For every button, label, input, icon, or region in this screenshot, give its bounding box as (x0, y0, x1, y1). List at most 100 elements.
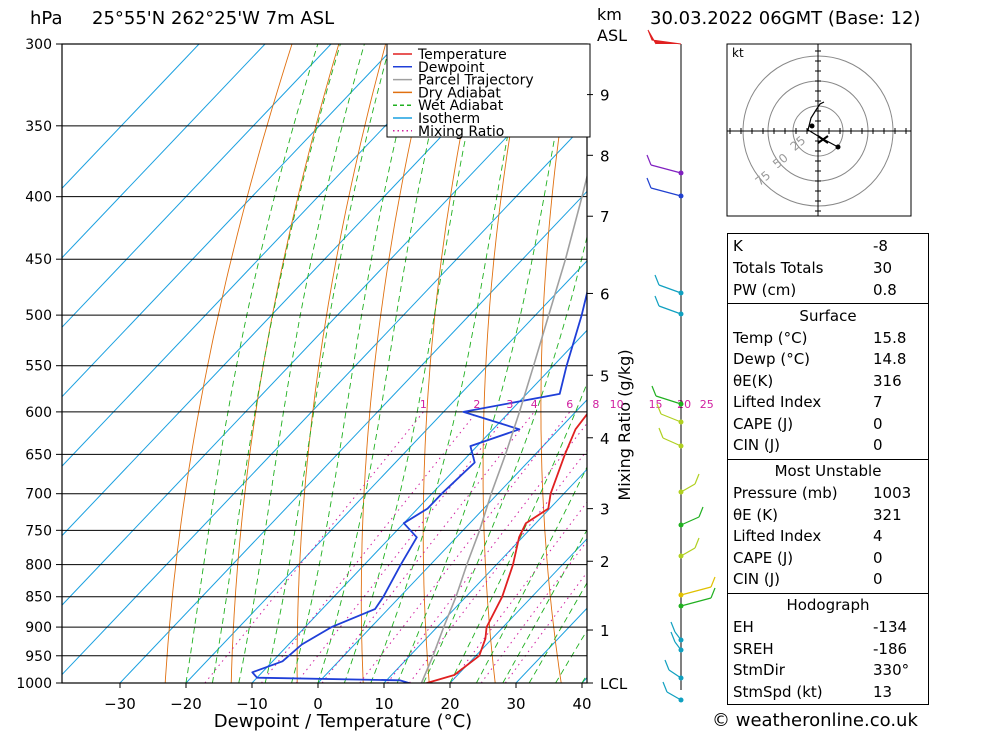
temperature-tick-label: 40 (572, 695, 591, 713)
wind-barb-flag (694, 537, 700, 549)
hodograph-frame (726, 43, 912, 217)
pressure-tick-label: 500 (25, 308, 52, 324)
surface-dewp-label: Dewp (°C) (733, 350, 811, 368)
height-tick-label: 5 (600, 367, 610, 385)
height-axis-unit-asl: ASL (597, 26, 628, 45)
wet-adiabat-line (370, 44, 526, 683)
wind-barb-flag (654, 274, 660, 286)
mu-cin-row: CIN (J) 0 (728, 569, 928, 590)
pressure-tick-label: 400 (25, 190, 52, 206)
pw-value: 0.8 (873, 281, 897, 299)
wind-level-dot (678, 603, 684, 609)
pressure-tick-label: 900 (25, 620, 52, 636)
mu-cape-label: CAPE (J) (733, 549, 794, 567)
sreh-value: -186 (873, 640, 908, 658)
wind-barb-flag (646, 154, 652, 166)
wind-level-dot (678, 697, 684, 703)
mu-cape-value: 0 (873, 549, 883, 567)
mu-theta-label: θE (K) (733, 506, 778, 524)
dry-adiabat-line (651, 44, 693, 683)
wind-level-dot (678, 637, 684, 643)
isotherm-line (317, 399, 587, 683)
wind-level-dot (678, 443, 684, 449)
temperature-tick-label: 20 (440, 695, 459, 713)
mixing-ratio-line (261, 411, 478, 683)
height-tick-label: 9 (600, 87, 610, 105)
mu-pressure-row: Pressure (mb) 1003 (728, 483, 928, 504)
wind-barb (680, 597, 712, 607)
storm-speed-value: 13 (873, 683, 893, 701)
surface-cape-value: 0 (873, 415, 883, 433)
height-tick-label: 4 (600, 430, 610, 448)
surface-temp-label: Temp (°C) (733, 329, 808, 347)
mu-li-value: 4 (873, 527, 883, 545)
wind-level-dot (678, 193, 684, 199)
location-title: 25°55'N 262°25'W 7m ASL (92, 8, 335, 29)
surface-cape-label: CAPE (J) (733, 415, 794, 433)
dry-adiabat-line (164, 44, 293, 683)
wind-barb-flag (670, 621, 676, 633)
temperature-tick-label: 10 (374, 695, 393, 713)
surface-theta-value: 316 (873, 372, 902, 390)
surface-theta-label: θE(K) (733, 372, 774, 390)
isotherm-line (62, 44, 200, 189)
mu-li-row: Lifted Index 4 (728, 526, 928, 547)
surface-cin-label: CIN (J) (733, 436, 781, 454)
wind-barb-flag (658, 427, 664, 439)
pressure-tick-label: 950 (25, 649, 52, 665)
wind-level-dot (678, 553, 684, 559)
pw-row: PW (cm) 0.8 (728, 280, 928, 301)
dry-adiabat-line (947, 44, 1000, 683)
isotherm-line (62, 121, 587, 676)
mixing-ratio-label: 2 (473, 398, 480, 411)
eh-row: EH -134 (728, 617, 928, 638)
wind-barb (662, 437, 682, 447)
mixing-ratio-label: 25 (700, 398, 714, 411)
isotherm-line (119, 190, 587, 683)
surface-theta-row: θE(K) 316 (728, 371, 928, 392)
height-tick-label: 3 (600, 501, 610, 519)
height-tick-label: 1 (600, 622, 610, 640)
wind-level-dot (678, 170, 684, 176)
pressure-tick-label: 700 (25, 487, 52, 503)
hodograph-unit-label: kt (732, 46, 744, 60)
storm-dir-label: StmDir (733, 661, 785, 679)
mixing-ratio-label: 8 (592, 398, 599, 411)
mu-pressure-value: 1003 (873, 484, 912, 502)
mixing-ratio-line (480, 540, 587, 683)
legend-box (386, 43, 591, 138)
wet-adiabat-line (502, 528, 587, 683)
height-axis-unit-km: km (597, 5, 622, 24)
surface-cape-row: CAPE (J) 0 (728, 414, 928, 435)
pressure-tick-label: 300 (25, 37, 52, 53)
table-divider (728, 303, 928, 304)
k-index-label: K (733, 237, 743, 255)
isotherm-line (383, 468, 587, 683)
pressure-tick-label: 800 (25, 558, 52, 574)
temperature-tick-label: 30 (506, 695, 525, 713)
dewpoint-series-line (251, 289, 587, 683)
wind-level-dot (678, 592, 684, 598)
isotherm-line (185, 260, 587, 683)
isotherm-line (251, 329, 587, 683)
surface-cin-row: CIN (J) 0 (728, 435, 928, 456)
table-divider (728, 459, 928, 460)
site-credit: © weatheronline.co.uk (712, 710, 918, 731)
mixing-ratio-line (204, 411, 424, 683)
height-tick-label: 6 (600, 285, 610, 303)
wind-barb-flag (664, 659, 670, 671)
temperature-series-line (423, 412, 587, 683)
storm-speed-label: StmSpd (kt) (733, 683, 823, 701)
legend-label: Wet Adiabat (418, 98, 504, 114)
mu-pressure-label: Pressure (mb) (733, 484, 838, 502)
storm-dir-row: StmDir 330° (728, 660, 928, 681)
isotherm-line (62, 44, 266, 259)
wind-level-dot (678, 311, 684, 317)
mixing-ratio-line (295, 411, 511, 683)
surface-dewp-value: 14.8 (873, 350, 907, 368)
wind-profile (646, 29, 716, 703)
isotherm-line (62, 44, 332, 328)
